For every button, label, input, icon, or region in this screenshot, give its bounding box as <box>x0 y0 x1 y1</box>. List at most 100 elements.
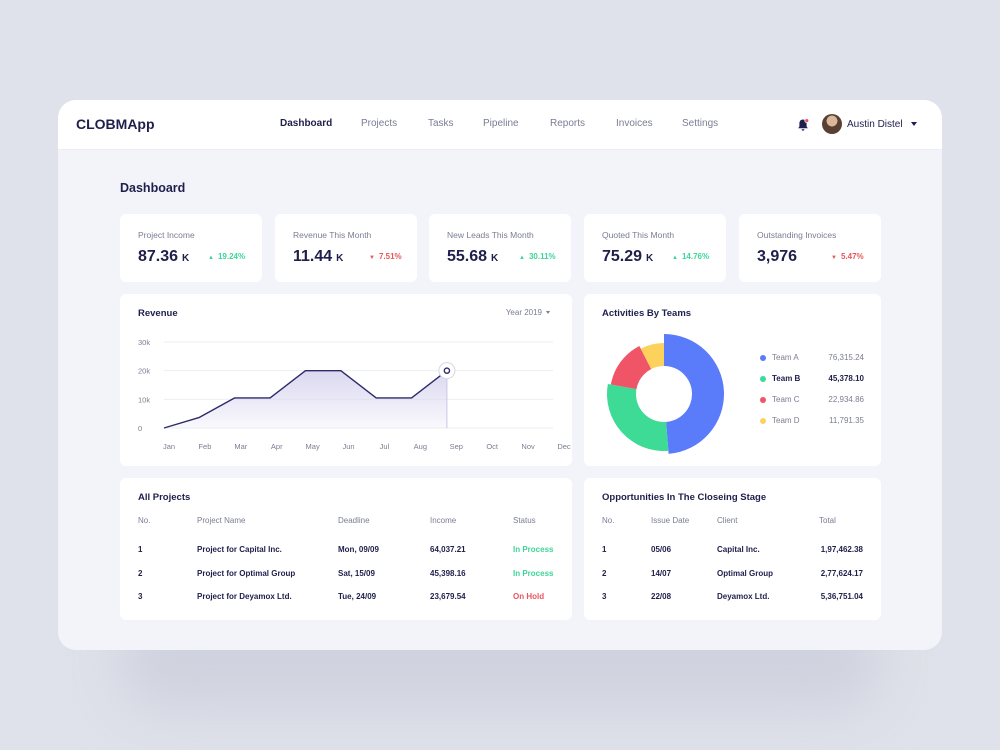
x-tick-label: Feb <box>198 442 211 451</box>
column-header-income[interactable]: Income <box>430 516 457 525</box>
cell-project-name[interactable]: Project for Deyamox Ltd. <box>197 592 292 601</box>
x-tick-label: Nov <box>521 442 535 451</box>
y-tick-label: 30k <box>138 338 150 347</box>
nav-settings[interactable]: Settings <box>682 118 719 129</box>
legend-value: 22,934.86 <box>828 395 864 404</box>
trend-up-icon: ▲ <box>519 255 525 261</box>
year-dropdown[interactable]: Year 2019 <box>506 308 550 317</box>
donut-slice-team-c <box>610 345 652 390</box>
kpi-change: ▲ 30.11% <box>519 252 556 261</box>
cell-total: 2,77,624.17 <box>820 569 863 578</box>
cell-issue-date: 14/07 <box>651 569 672 578</box>
kpi-card-project-income: Project Income 87.36 K ▲ 19.24% <box>120 214 262 282</box>
x-tick-label: May <box>306 442 320 451</box>
kpi-card-quoted-this-month: Quoted This Month 75.29 K ▲ 14.76% <box>584 214 726 282</box>
column-header-issue-date[interactable]: Issue Date <box>651 516 690 525</box>
legend-item-team-c: Team C 22,934.86 <box>760 394 864 415</box>
app-window: CLOBMApp Dashboard Projects Tasks Pipeli… <box>58 100 942 650</box>
column-header-status[interactable]: Status <box>513 516 536 525</box>
cell-income: 23,679.54 <box>430 592 466 601</box>
activities-card: Activities By Teams Team A 76,315.24 Tea… <box>584 294 881 466</box>
kpi-value: 87.36 K <box>138 248 190 265</box>
trend-down-icon: ▼ <box>831 255 837 261</box>
cell-project-name[interactable]: Project for Capital Inc. <box>197 545 282 554</box>
legend-dot <box>760 418 766 424</box>
legend-dot <box>760 376 766 382</box>
nav-reports[interactable]: Reports <box>550 118 586 129</box>
column-header-no[interactable]: No. <box>138 516 151 525</box>
column-header-total[interactable]: Total <box>819 516 836 525</box>
kpi-change: ▼ 5.47% <box>831 252 864 261</box>
legend-value: 11,791.35 <box>829 416 864 425</box>
kpi-label: Outstanding Invoices <box>757 230 837 240</box>
trend-down-icon: ▼ <box>369 255 375 261</box>
nav-tasks[interactable]: Tasks <box>428 118 454 129</box>
cell-income: 45,398.16 <box>430 569 466 578</box>
page-title: Dashboard <box>120 181 186 195</box>
nav-dashboard[interactable]: Dashboard <box>280 118 333 129</box>
column-header-client[interactable]: Client <box>717 516 738 525</box>
legend-label: Team D <box>772 416 800 425</box>
cell-client[interactable]: Deyamox Ltd. <box>717 592 770 601</box>
x-tick-label: Oct <box>486 442 499 451</box>
all-projects-card: All Projects No. Project Name Deadline I… <box>120 478 572 620</box>
status-badge: In Process <box>513 545 554 554</box>
cell-project-name[interactable]: Project for Optimal Group <box>197 569 296 578</box>
cell-issue-date: 22/08 <box>651 592 672 601</box>
kpi-value: 11.44 K <box>293 248 344 265</box>
highlight-point <box>443 367 451 374</box>
x-tick-label: Apr <box>271 442 283 451</box>
cell-no: 2 <box>602 569 607 578</box>
cell-deadline: Tue, 24/09 <box>338 592 377 601</box>
nav-pipeline[interactable]: Pipeline <box>483 118 519 129</box>
status-badge: In Process <box>513 569 554 578</box>
cell-total: 1,97,462.38 <box>820 545 863 554</box>
x-tick-label: Jun <box>342 442 354 451</box>
cell-issue-date: 05/06 <box>651 545 672 554</box>
kpi-label: Revenue This Month <box>293 230 372 240</box>
revenue-card: Revenue Year 2019 0 10k 20k 30k Jan Feb Mar Apr… <box>120 294 572 466</box>
notification-bell-icon[interactable] <box>796 118 810 132</box>
opportunities-card: Opportunities In The Closeing Stage No. … <box>584 478 881 620</box>
cell-client[interactable]: Capital Inc. <box>717 545 760 554</box>
top-navigation-bar: CLOBMApp Dashboard Projects Tasks Pipeli… <box>58 100 942 150</box>
nav-invoices[interactable]: Invoices <box>616 118 653 129</box>
x-tick-label: Mar <box>234 442 247 451</box>
user-avatar[interactable] <box>822 114 842 134</box>
legend-item-team-a: Team A 76,315.24 <box>760 352 864 373</box>
kpi-card-revenue-this-month: Revenue This Month 11.44 K ▼ 7.51% <box>275 214 417 282</box>
revenue-area <box>164 370 447 428</box>
kpi-change: ▲ 19.24% <box>208 252 246 261</box>
donut-slice-team-a <box>664 334 725 454</box>
cell-no: 3 <box>602 592 607 601</box>
x-tick-label: Jul <box>380 442 390 451</box>
y-tick-label: 0 <box>138 424 142 433</box>
column-header-deadline[interactable]: Deadline <box>338 516 370 525</box>
cell-income: 64,037.21 <box>430 545 466 554</box>
cell-client[interactable]: Optimal Group <box>717 569 773 578</box>
nav-projects[interactable]: Projects <box>361 118 398 129</box>
kpi-change: ▲ 14.76% <box>672 252 710 261</box>
app-logo[interactable]: CLOBMApp <box>76 116 155 132</box>
kpi-card-outstanding-invoices: Outstanding Invoices 3,976 ▼ 5.47% <box>739 214 881 282</box>
x-tick-label: Sep <box>450 442 463 451</box>
revenue-title: Revenue <box>138 308 178 319</box>
cell-deadline: Sat, 15/09 <box>338 569 375 578</box>
user-name[interactable]: Austin Distel <box>847 119 903 130</box>
column-header-project-name[interactable]: Project Name <box>197 516 246 525</box>
column-header-no[interactable]: No. <box>602 516 615 525</box>
kpi-label: New Leads This Month <box>447 230 534 240</box>
cell-no: 3 <box>138 592 143 601</box>
kpi-label: Project Income <box>138 230 195 240</box>
legend-dot <box>760 397 766 403</box>
trend-up-icon: ▲ <box>672 255 678 261</box>
cell-deadline: Mon, 09/09 <box>338 545 379 554</box>
legend-label: Team A <box>772 353 799 362</box>
legend-label: Team B <box>772 374 801 383</box>
kpi-change: ▼ 7.51% <box>369 252 402 261</box>
y-tick-label: 10k <box>138 395 150 404</box>
user-menu-chevron-down-icon[interactable] <box>911 122 917 126</box>
x-tick-label: Dec <box>557 442 571 451</box>
cell-no: 2 <box>138 569 143 578</box>
y-tick-label: 20k <box>138 367 150 376</box>
